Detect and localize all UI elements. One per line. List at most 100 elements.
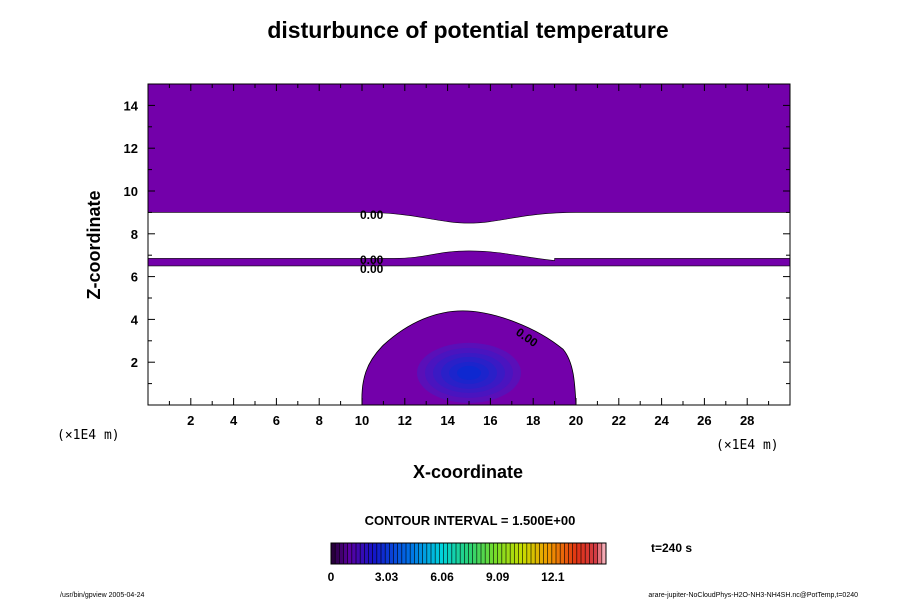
colorbar-tick-label: 9.09 [486,570,510,584]
colorbar-cell [572,543,578,564]
x-axis-label: X-coordinate [413,462,523,482]
y-tick-label: 10 [124,184,138,199]
colorbar-cell [564,543,569,564]
colorbar-cell [401,543,407,564]
colorbar-cell [472,543,478,564]
colorbar-cell [360,543,365,564]
y-axis-label: Z-coordinate [84,190,104,299]
y-tick-label: 14 [124,98,139,113]
bubble-core-contour [457,365,481,380]
colorbar-cell [356,543,361,564]
colorbar-cell [397,543,403,564]
colorbar-cell [381,543,386,564]
y-tick-label: 2 [131,355,138,370]
middle-band-fill [147,250,791,267]
colorbar-cell [535,543,540,564]
colorbar-cell [589,543,594,564]
colorbar-cell [576,543,582,564]
colorbar-cell [601,543,607,564]
colorbar-cell [476,543,482,564]
colorbar-cell [339,543,344,564]
colorbar-cell [364,543,369,564]
colorbar-cell [547,543,553,564]
colorbar-cell [422,543,428,564]
colorbar-cell [460,543,465,564]
colorbar-cell [560,543,565,564]
colorbar-cell [439,543,444,564]
colorbar-cell [501,543,507,564]
colorbar [330,542,607,565]
x-tick-label: 22 [612,413,626,428]
colorbar-cell [585,543,590,564]
x-tick-label: 16 [483,413,497,428]
colorbar-cell [335,543,340,564]
colorbar-cell [410,543,415,564]
colorbar-cell [347,543,353,564]
x-tick-label: 12 [398,413,412,428]
x-tick-label: 28 [740,413,754,428]
y-unit-label: (×1E4 m) [57,428,120,443]
colorbar-cell [551,543,557,564]
x-tick-label: 2 [187,413,194,428]
x-axis-ticks: 2 4 6 8 10 12 14 16 18 20 22 24 26 28 [168,84,770,428]
y-axis-ticks: 2 4 6 8 10 12 14 [124,98,790,385]
colorbar-tick-label: 12.1 [541,570,565,584]
colorbar-cell [385,543,390,564]
colorbar-cell [368,543,373,564]
contour-interval: CONTOUR INTERVAL = 1.500E+00 [365,513,576,528]
x-tick-label: 26 [697,413,711,428]
colorbar-cell [518,543,523,564]
chart-title: disturbunce of potential temperature [267,17,668,43]
x-tick-label: 8 [316,413,323,428]
upper-layer-fill [147,83,791,224]
colorbar-cell [456,543,461,564]
colorbar-cell [568,543,573,564]
colorbar-cell [593,543,598,564]
colorbar-cell [531,543,536,564]
colorbar-cell [510,543,515,564]
colorbar-cell [489,543,494,564]
colorbar-cell [414,543,419,564]
colorbar-cell [426,543,432,564]
contour-label: 0.00 [360,253,384,267]
colorbar-cell [343,543,348,564]
x-unit-label: (×1E4 m) [716,438,779,453]
y-tick-label: 4 [131,312,139,327]
y-tick-label: 12 [124,141,138,156]
colorbar-cell [447,543,453,564]
colorbar-tick-label: 6.06 [430,570,454,584]
x-tick-label: 18 [526,413,540,428]
colorbar-cell [443,543,448,564]
colorbar-cell [464,543,469,564]
colorbar-cell [506,543,511,564]
colorbar-cell [556,543,561,564]
colorbar-cell [435,543,440,564]
time-label: t=240 s [651,541,692,555]
colorbar-cell [418,543,423,564]
x-tick-label: 10 [355,413,369,428]
colorbar-cell [526,543,532,564]
x-tick-label: 24 [654,413,669,428]
colorbar-cell [351,543,357,564]
x-tick-label: 4 [230,413,238,428]
y-tick-label: 8 [131,227,138,242]
footer-left: /usr/bin/gpview 2005-04-24 [60,592,145,599]
plot-fills [147,83,791,406]
contour-label: 0.00 [360,262,384,276]
colorbar-cell [451,543,457,564]
colorbar-cell [406,543,411,564]
colorbar-frame [330,542,607,565]
colorbar-tick-label: 3.03 [375,570,399,584]
colorbar-tick-label: 0 [328,570,335,584]
footer-right: arare-jupiter-NoCloudPhys-H2O-NH3-NH4SH.… [648,592,858,599]
colorbar-cell [468,543,473,564]
colorbar-cell [481,543,486,564]
colorbar-cell [497,543,503,564]
colorbar-ticks: 0 3.03 6.06 9.09 12.1 [328,570,565,584]
colorbar-cell [485,543,490,564]
y-tick-label: 6 [131,270,138,285]
colorbar-cell [597,543,603,564]
colorbar-cell [522,543,528,564]
x-tick-label: 20 [569,413,583,428]
